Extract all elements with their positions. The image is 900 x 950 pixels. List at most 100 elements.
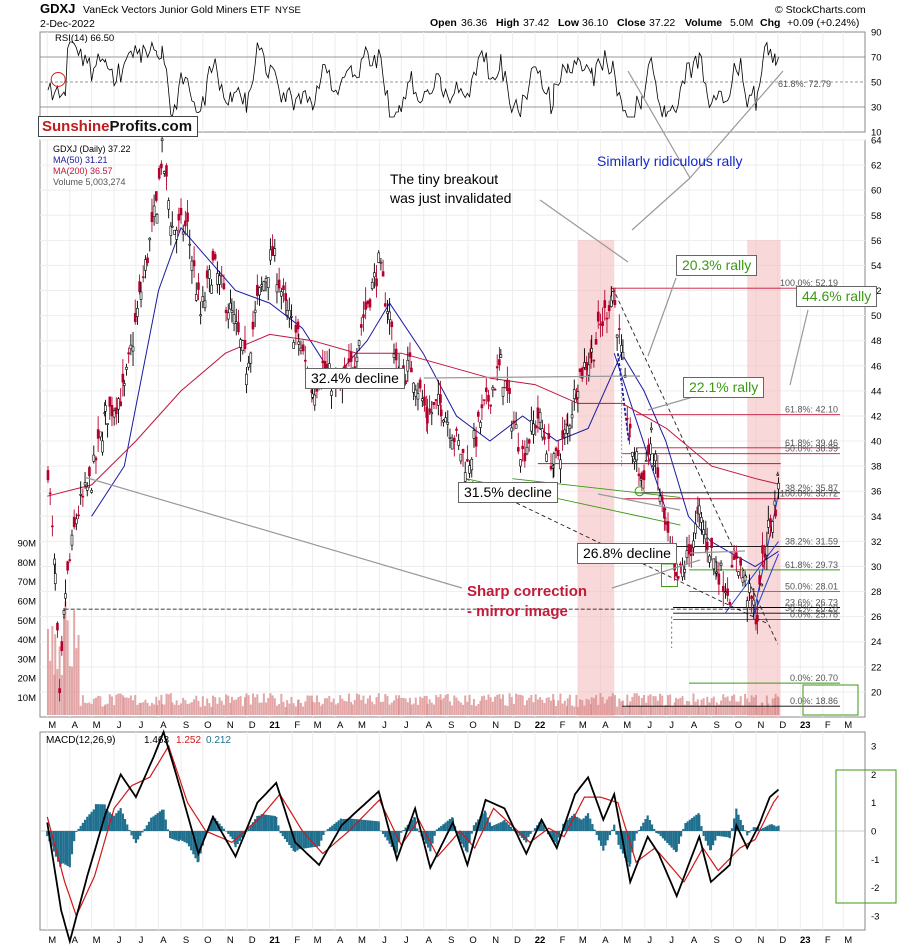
candle-body [448, 436, 452, 439]
volume-bar [683, 704, 686, 715]
macd-histogram-bar [277, 825, 280, 831]
candle-body [224, 309, 228, 314]
candle-body [94, 457, 98, 461]
candle-body [487, 394, 490, 402]
volume-bar [97, 695, 100, 715]
price-y-tick: 62 [871, 161, 882, 172]
candle-body [442, 419, 445, 423]
x-tick-label-price: N [758, 720, 765, 731]
macd-histogram-bar [484, 812, 487, 831]
volume-bar [163, 704, 166, 715]
macd-histogram-bar [296, 831, 299, 851]
volume-bar [430, 702, 433, 715]
price-y-tick: 24 [871, 637, 882, 648]
candle-body [712, 558, 716, 570]
candle-body [53, 573, 57, 584]
volume-bar [251, 693, 254, 715]
volume-bar [110, 696, 113, 715]
macd-histogram-bar [333, 823, 336, 831]
volume-bar [717, 704, 720, 715]
volume-bar [390, 702, 393, 715]
macd-histogram-bar [677, 831, 681, 844]
candle-body [530, 420, 533, 432]
candle-body [748, 583, 751, 593]
candle-body [771, 521, 774, 533]
macd-histogram-bar [578, 818, 581, 831]
macd-histogram-bar [66, 831, 69, 867]
volume-bar [233, 700, 236, 715]
fib-level-label: 23.6%: 26.73 [785, 597, 838, 607]
volume-bar [260, 702, 263, 715]
macd-histogram-bar [260, 814, 263, 831]
candle-body [580, 367, 584, 379]
volume-bar [186, 703, 189, 715]
macd-histogram-bar [169, 831, 172, 839]
volume-bar [127, 698, 130, 715]
volume-bar [428, 699, 431, 715]
volume-bar [539, 697, 542, 715]
x-tick-label-price: D [249, 720, 256, 731]
volume-bar [241, 706, 244, 715]
macd-histogram-bar [757, 830, 760, 831]
candle-body [211, 250, 215, 261]
candle-body [776, 473, 780, 476]
macd-histogram-bar [137, 831, 140, 840]
green-circle-marker [634, 486, 645, 497]
volume-bar [667, 695, 670, 715]
volume-bar [720, 700, 723, 715]
trend-line-blue [613, 353, 667, 511]
pointer-44-rally [789, 309, 809, 386]
volume-bar [73, 610, 76, 715]
candle-body [412, 382, 415, 393]
macd-histogram-bar [637, 829, 641, 831]
candle-body [508, 387, 511, 394]
macd-y-tick: -2 [871, 883, 879, 894]
macd-histogram-bar [739, 819, 742, 831]
candle-body [245, 373, 248, 386]
candle-body [685, 550, 689, 558]
candle-body [621, 351, 625, 359]
volume-bar [249, 704, 252, 715]
x-tick-label-price: J [382, 720, 387, 731]
macd-histogram-bar [211, 815, 215, 831]
volume-bar [237, 697, 240, 715]
candle-body [251, 321, 255, 330]
candle-body [644, 460, 648, 462]
candle-body [359, 324, 363, 328]
volume-bar [323, 698, 326, 715]
volume-bar [320, 705, 323, 715]
volume-bar [643, 694, 646, 715]
candle-body [364, 301, 367, 310]
candle-body [58, 688, 61, 694]
candle-body [547, 433, 551, 439]
volume-bar [765, 695, 768, 715]
volume-bar [308, 695, 311, 715]
x-tick-label-macd: J [669, 935, 674, 946]
axis-labels: MMAAMMJJJJAASSOONNDD2121FFMMAAMMJJJJAASS… [18, 28, 882, 947]
macd-histogram-bar [764, 826, 767, 831]
candle-body [615, 334, 619, 338]
macd-histogram-bar [475, 822, 478, 831]
macd-histogram-bar [682, 828, 685, 831]
volume-bar [437, 697, 440, 715]
candle-body [275, 284, 279, 293]
volume-bar [421, 698, 424, 715]
volume-bar [247, 695, 250, 715]
x-tick-label-price: A [602, 720, 609, 731]
candle-body [192, 260, 196, 267]
macd-histogram-bar [152, 816, 155, 831]
macd-histogram-bar [424, 831, 428, 844]
rsi-line [47, 40, 779, 119]
macd-histogram-bar [298, 831, 301, 850]
x-tick-label-macd: 22 [535, 935, 546, 946]
candle-body [439, 394, 442, 404]
volume-bar [472, 698, 475, 715]
candle-body [426, 412, 429, 424]
macd-histogram-bar [224, 831, 228, 832]
macd-histogram-bar [115, 813, 118, 831]
macd-histogram-bar [377, 821, 380, 831]
volume-bar [350, 701, 353, 715]
candle-body [572, 389, 576, 399]
volume-bar [576, 706, 579, 715]
volume-bar [741, 705, 744, 715]
